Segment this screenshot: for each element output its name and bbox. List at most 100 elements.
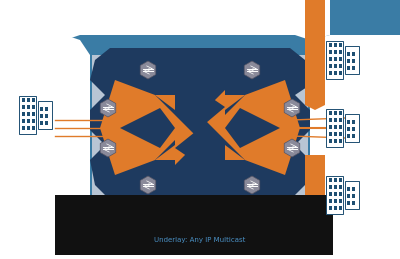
Bar — [339, 185, 342, 189]
Bar — [326, 41, 343, 79]
Polygon shape — [305, 155, 325, 225]
Bar — [334, 50, 337, 54]
Polygon shape — [155, 95, 245, 110]
Bar — [32, 119, 35, 123]
Bar — [334, 64, 337, 68]
Bar — [334, 43, 337, 47]
Bar — [334, 111, 337, 115]
Bar — [22, 119, 25, 123]
Bar — [326, 109, 343, 147]
Bar — [339, 139, 342, 143]
Bar — [339, 192, 342, 196]
Bar — [339, 118, 342, 122]
Bar — [45, 121, 48, 125]
Bar — [339, 132, 342, 136]
Bar — [347, 120, 350, 124]
Bar — [45, 107, 48, 111]
Bar — [345, 46, 359, 74]
Bar — [329, 43, 332, 47]
Bar — [352, 120, 355, 124]
Bar — [45, 114, 48, 118]
Bar — [40, 114, 43, 118]
Polygon shape — [90, 48, 310, 205]
Bar — [352, 134, 355, 138]
Bar — [329, 185, 332, 189]
Polygon shape — [155, 145, 245, 160]
Bar — [32, 105, 35, 109]
Bar — [334, 57, 337, 61]
Bar — [334, 206, 337, 210]
Polygon shape — [215, 55, 308, 200]
Bar — [334, 192, 337, 196]
Polygon shape — [0, 190, 400, 259]
Polygon shape — [175, 128, 225, 165]
Bar — [347, 59, 350, 63]
Bar — [32, 112, 35, 116]
Bar — [329, 50, 332, 54]
Bar — [329, 139, 332, 143]
Bar — [329, 178, 332, 182]
Bar — [329, 118, 332, 122]
Bar — [345, 114, 359, 142]
Bar — [347, 201, 350, 205]
Bar — [347, 187, 350, 191]
Bar — [329, 64, 332, 68]
Bar — [22, 98, 25, 102]
Bar — [339, 199, 342, 203]
Bar — [352, 194, 355, 198]
Bar — [55, 195, 333, 255]
Polygon shape — [92, 55, 185, 200]
Polygon shape — [140, 61, 156, 79]
Bar — [352, 127, 355, 131]
Bar — [339, 178, 342, 182]
Bar — [347, 134, 350, 138]
Bar — [38, 101, 52, 129]
Polygon shape — [140, 176, 156, 194]
Bar — [345, 181, 359, 209]
Bar — [339, 64, 342, 68]
Text: Underlay: Any IP Multicast: Underlay: Any IP Multicast — [154, 237, 246, 243]
Bar — [329, 192, 332, 196]
Polygon shape — [100, 99, 116, 117]
Bar — [329, 132, 332, 136]
Bar — [329, 111, 332, 115]
Polygon shape — [284, 139, 300, 157]
Polygon shape — [100, 80, 175, 175]
Bar — [339, 43, 342, 47]
Bar — [334, 185, 337, 189]
Polygon shape — [244, 176, 260, 194]
Bar — [339, 50, 342, 54]
Bar — [339, 111, 342, 115]
Bar — [334, 118, 337, 122]
Bar — [326, 176, 343, 214]
Bar — [334, 71, 337, 75]
Polygon shape — [100, 139, 116, 157]
Polygon shape — [244, 61, 260, 79]
Bar — [347, 127, 350, 131]
Polygon shape — [225, 80, 300, 175]
Polygon shape — [120, 108, 175, 148]
Bar — [32, 98, 35, 102]
Bar — [22, 112, 25, 116]
Bar — [329, 199, 332, 203]
Bar — [339, 206, 342, 210]
Polygon shape — [225, 108, 280, 148]
Polygon shape — [284, 99, 300, 117]
Polygon shape — [175, 90, 225, 128]
Bar — [40, 107, 43, 111]
Polygon shape — [175, 90, 225, 165]
Bar — [334, 125, 337, 129]
Bar — [347, 194, 350, 198]
Bar — [352, 66, 355, 70]
Bar — [329, 206, 332, 210]
Bar — [347, 52, 350, 56]
Bar — [334, 178, 337, 182]
Bar — [329, 71, 332, 75]
Bar — [347, 66, 350, 70]
Polygon shape — [175, 90, 225, 165]
Bar — [32, 126, 35, 130]
Bar — [339, 71, 342, 75]
Bar — [27, 105, 30, 109]
Bar — [27, 98, 30, 102]
Polygon shape — [0, 35, 90, 200]
